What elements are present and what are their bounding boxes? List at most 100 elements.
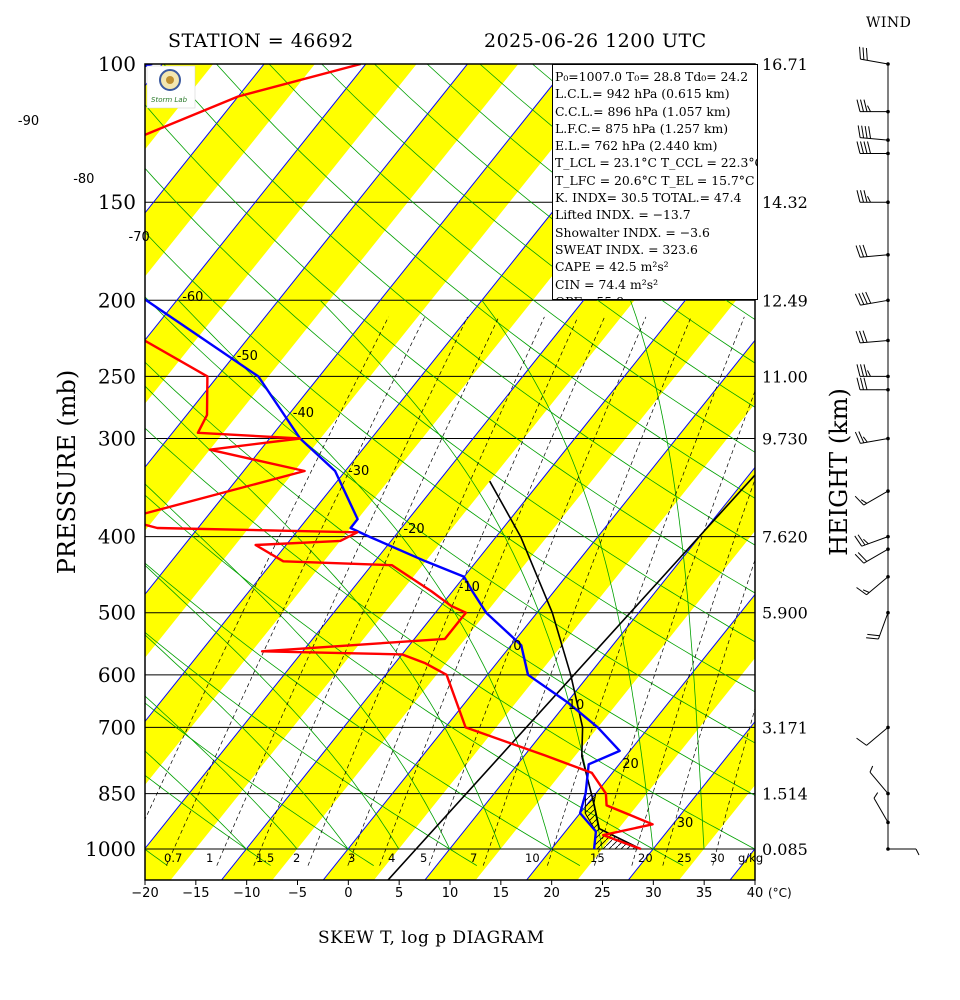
wind-title: WIND	[866, 15, 912, 31]
x-tick-label: 0	[344, 886, 352, 901]
dry-adiabat	[145, 296, 755, 744]
mixing-ratio-line	[428, 316, 647, 866]
moist-adiabat	[630, 300, 705, 850]
stability-index-line: L.C.L.= 942 hPa (0.615 km)	[555, 86, 730, 102]
height-label: 7.620	[762, 528, 808, 547]
x-tick-label: 5	[395, 886, 403, 901]
dry-adiabat	[321, 64, 755, 408]
height-label: 11.00	[762, 367, 808, 386]
mixing-ratio-line	[347, 316, 579, 866]
station-title: STATION = 46692	[168, 30, 354, 52]
height-label: 1.514	[762, 785, 808, 804]
mixing-ratio-line	[166, 316, 426, 866]
stability-index-line: CAPE = 42.5 m²s²	[555, 259, 669, 275]
isotherm-band	[933, 64, 960, 880]
isotherm-label: -10	[459, 580, 480, 595]
isotherm-label: 0	[513, 639, 521, 654]
x-tick-label: 35	[696, 886, 713, 901]
dry-adiabat	[145, 167, 755, 643]
temperature-profile	[145, 64, 654, 851]
x-tick-label: −20	[131, 886, 158, 901]
mixing-ratio-line	[216, 316, 468, 866]
mixing-ratio-line	[145, 316, 389, 821]
wind-barb	[856, 190, 890, 205]
x-tick-label: 40	[747, 886, 764, 901]
wind-barb-column	[854, 46, 920, 856]
stability-index-line: T_LFC = 20.6°C T_EL = 15.7°C	[555, 172, 755, 188]
dry-adiabat	[145, 631, 478, 866]
mixing-ratio-line	[662, 558, 755, 866]
stability-index-line: C.C.L.= 896 hPa (1.057 km)	[555, 103, 731, 119]
isotherm-band	[0, 64, 10, 880]
wind-barb	[854, 489, 890, 506]
height-label: 9.730	[762, 430, 808, 449]
mixing-ratio-label: 25	[677, 851, 692, 865]
stability-index-line: T_LCL = 23.1°C T_CCL = 22.3°C	[555, 155, 758, 171]
moist-adiabat	[145, 750, 247, 850]
height-label: 3.171	[762, 718, 808, 737]
mixing-ratio-line	[307, 316, 545, 866]
dry-adiabat	[145, 702, 374, 866]
stability-index-line: SWEAT INDX. = 323.6	[555, 241, 698, 257]
moist-adiabat	[145, 483, 451, 850]
stability-index-line: E.L.= 762 hPa (2.440 km)	[555, 138, 718, 154]
pressure-label: 850	[98, 782, 136, 806]
mixing-ratio-line	[379, 316, 605, 866]
dry-adiabat	[216, 64, 755, 499]
x-axis-unit: (°C)	[768, 886, 792, 900]
mixing-ratio-label: 5	[420, 851, 427, 865]
moist-adiabat	[145, 385, 501, 850]
wind-barb	[873, 792, 890, 825]
isotherm-line	[0, 64, 61, 880]
stability-index-line: Lifted INDX. = −13.7	[555, 207, 691, 223]
wind-barb	[854, 547, 890, 564]
pressure-label: 250	[98, 364, 136, 388]
wind-barb	[855, 330, 890, 344]
parcel-curve	[489, 480, 642, 850]
wind-barb	[854, 534, 890, 547]
mixing-ratio-label: 0.7	[164, 851, 182, 865]
mixing-ratio-label: 2	[293, 851, 300, 865]
isotherm-label: 30	[677, 816, 694, 831]
moist-adiabat	[178, 300, 552, 850]
datetime-title: 2025-06-26 1200 UTC	[484, 30, 707, 52]
mixing-ratio-label: 30	[710, 851, 725, 865]
stability-index-line: QPF= 55.8 mm	[555, 293, 757, 299]
y-axis-title: PRESSURE (mb)	[53, 370, 81, 575]
isotherm-label: -70	[129, 230, 150, 245]
stability-index-line: Showalter INDX. = −3.6	[555, 224, 710, 240]
dry-adiabat	[145, 231, 755, 693]
dry-adiabat	[268, 64, 755, 453]
isotherm-band	[145, 64, 315, 277]
isotherm-line	[322, 339, 755, 880]
mixing-ratio-label: 3	[348, 851, 355, 865]
height-label: 14.32	[762, 193, 808, 212]
mixing-ratio-line	[253, 316, 500, 866]
height-label: 0.085	[762, 840, 808, 859]
pressure-label: 1000	[85, 837, 136, 861]
pressure-label: 200	[98, 288, 136, 312]
mixing-ratio-label: 1	[206, 851, 213, 865]
mixing-ratio-line	[712, 707, 755, 866]
wind-barb	[856, 141, 890, 156]
height-label: 12.49	[762, 291, 808, 310]
pressure-label: 150	[98, 190, 136, 214]
mixing-ratio-label: 1.5	[256, 851, 274, 865]
wind-barb	[855, 244, 890, 258]
mixing-ratio-line	[482, 316, 692, 866]
wind-barb	[859, 46, 890, 66]
stability-index-line: K. INDX= 30.5 TOTAL.= 47.4	[555, 190, 742, 206]
storm-lab-logo: Storm Lab	[146, 65, 196, 109]
mixing-ratio-line	[631, 478, 755, 866]
x-tick-label: −15	[182, 886, 209, 901]
isotherm-label: -80	[73, 172, 94, 187]
pressure-label: 700	[98, 715, 136, 739]
stability-index-line: L.F.C.= 875 hPa (1.257 km)	[555, 120, 729, 136]
plot-area	[0, 64, 960, 880]
isotherm-band	[145, 64, 621, 658]
isotherm-line	[145, 64, 367, 341]
isotherm-line	[145, 64, 265, 214]
mixing-ratio-line	[594, 390, 755, 866]
isotherm-label: -40	[293, 406, 314, 421]
